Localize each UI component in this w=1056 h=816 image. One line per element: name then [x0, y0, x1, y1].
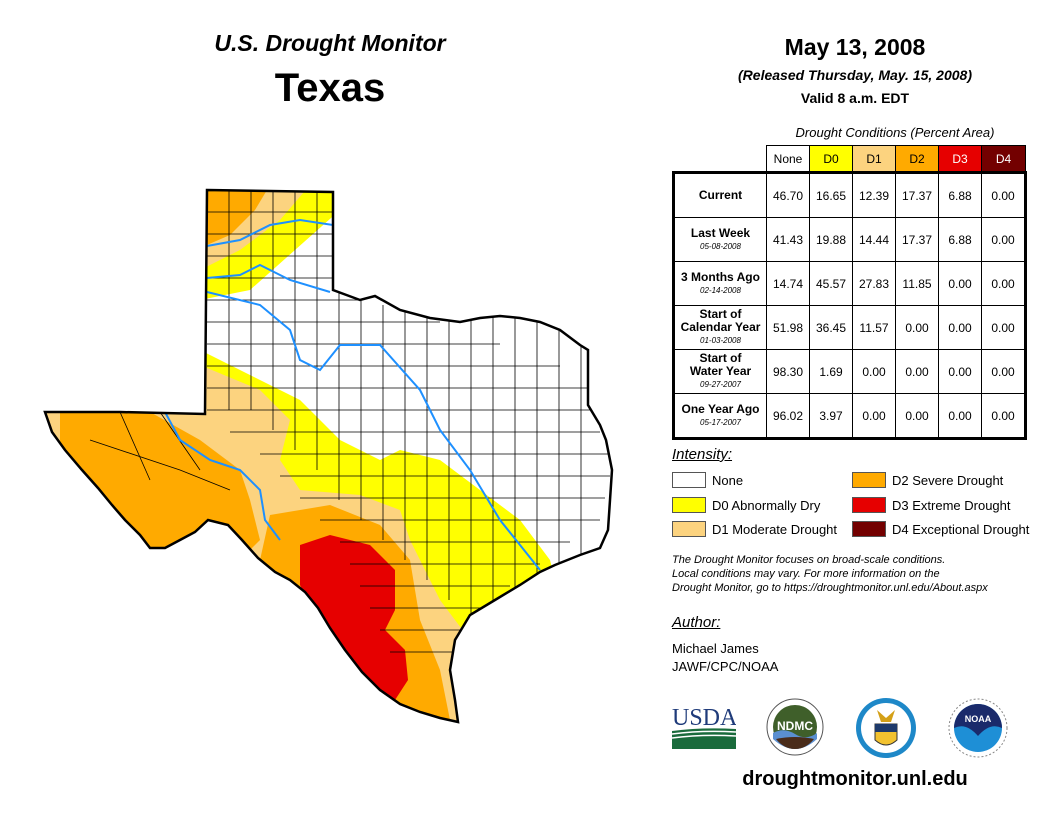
legend-item-none: None — [672, 472, 743, 488]
table-cell: 0.00 — [981, 349, 1027, 394]
legend-swatch — [672, 521, 706, 537]
legend-item-d1: D1 Moderate Drought — [672, 521, 837, 537]
row-label: 3 Months Ago 02-14-2008 — [672, 261, 767, 306]
rivers — [164, 218, 541, 571]
website-link[interactable]: droughtmonitor.unl.edu — [742, 768, 968, 790]
legend-item-d0: D0 Abnormally Dry — [672, 497, 820, 513]
legend-swatch — [672, 497, 706, 513]
table-cell: 11.57 — [852, 305, 896, 350]
table-cell: 98.30 — [766, 349, 810, 394]
table-cell: 41.43 — [766, 217, 810, 262]
legend-swatch — [852, 472, 886, 488]
table-cell: 51.98 — [766, 305, 810, 350]
author-title: Author: — [672, 614, 721, 631]
table-cell: 0.00 — [981, 217, 1027, 262]
svg-text:USDA: USDA — [672, 705, 736, 731]
row-label: Start of Calendar Year 01-03-2008 — [672, 305, 767, 350]
texas-drought-map — [43, 188, 614, 724]
col-d3: D3 — [938, 145, 982, 173]
drought-conditions-table: None D0 D1 D2 D3 D4 Current 46.70 16.65 12.… — [672, 145, 1027, 440]
county-lines — [89, 190, 610, 653]
disclaimer-note: The Drought Monitor focuses on broad-sca… — [672, 554, 988, 594]
table-row: One Year Ago 05-17-2007 96.02 3.97 0.00 0.00 0… — [672, 393, 1027, 440]
table-cell: 3.97 — [809, 393, 853, 440]
noaa-logo: NOAA — [948, 698, 1008, 758]
table-cell: 0.00 — [895, 305, 939, 350]
ndmc-logo: NDMC — [766, 698, 824, 756]
d2-area-panhandle — [200, 190, 270, 248]
row-label: One Year Ago 05-17-2007 — [672, 393, 767, 440]
table-cell: 14.44 — [852, 217, 896, 262]
table-cell: 12.39 — [852, 171, 896, 218]
table-cell: 0.00 — [981, 305, 1027, 350]
table-cell: 19.88 — [809, 217, 853, 262]
svg-text:NOAA: NOAA — [965, 714, 992, 724]
table-row: 3 Months Ago 02-14-2008 14.74 45.57 27.83 11.… — [672, 261, 1027, 306]
row-date: 05-17-2007 — [700, 417, 741, 427]
svg-text:NDMC: NDMC — [777, 719, 813, 733]
table-cell: 0.00 — [981, 171, 1027, 218]
table-cell: 0.00 — [938, 261, 982, 306]
table-row: Current 46.70 16.65 12.39 17.37 6.88 0.00 — [672, 171, 1027, 218]
legend-swatch — [852, 521, 886, 537]
table-cell: 11.85 — [895, 261, 939, 306]
col-d2: D2 — [895, 145, 939, 173]
table-cell: 0.00 — [981, 393, 1027, 440]
table-cell: 36.45 — [809, 305, 853, 350]
table-cell: 45.57 — [809, 261, 853, 306]
row-date: 09-27-2007 — [700, 380, 741, 389]
table-cell: 0.00 — [981, 261, 1027, 306]
valid-time: Valid 8 a.m. EDT — [800, 90, 910, 106]
table-cell: 46.70 — [766, 171, 810, 218]
table-cell: 27.83 — [852, 261, 896, 306]
row-label: Last Week 05-08-2008 — [672, 217, 767, 262]
release-date: (Released Thursday, May. 15, 2008) — [738, 67, 972, 83]
col-d4: D4 — [981, 145, 1026, 173]
author-info: Michael James JAWF/CPC/NOAA — [672, 640, 778, 676]
table-cell: 6.88 — [938, 217, 982, 262]
table-row: Last Week 05-08-2008 41.43 19.88 14.44 17.37 6… — [672, 217, 1027, 262]
table-cell: 17.37 — [895, 217, 939, 262]
row-date: 02-14-2008 — [700, 285, 741, 295]
d3-area — [300, 535, 408, 700]
region-title: Texas — [274, 66, 386, 110]
legend-swatch — [852, 497, 886, 513]
table-cell: 0.00 — [938, 305, 982, 350]
usda-logo: USDA — [672, 705, 736, 749]
table-cell: 6.88 — [938, 171, 982, 218]
row-date: 01-03-2008 — [700, 336, 741, 345]
author-org: JAWF/CPC/NOAA — [672, 659, 779, 674]
table-cell: 0.00 — [938, 393, 982, 440]
legend-swatch — [672, 472, 706, 488]
table-cell: 16.65 — [809, 171, 853, 218]
table-cell: 17.37 — [895, 171, 939, 218]
legend-item-d3: D3 Extreme Drought — [852, 497, 1011, 513]
table-cell: 0.00 — [895, 349, 939, 394]
table-row: Start of Water Year 09-27-2007 98.30 1.69 0.0… — [672, 349, 1027, 394]
author-name: Michael James — [672, 641, 759, 656]
col-d1: D1 — [852, 145, 896, 173]
legend-item-d4: D4 Exceptional Drought — [852, 521, 1029, 537]
map-date: May 13, 2008 — [784, 34, 926, 60]
row-date: 05-08-2008 — [700, 241, 741, 251]
legend-item-d2: D2 Severe Drought — [852, 472, 1003, 488]
legend-title: Intensity: — [672, 446, 733, 463]
table-row: Start of Calendar Year 01-03-2008 51.98 36.4… — [672, 305, 1027, 350]
row-label: Current — [672, 171, 767, 218]
col-none: None — [766, 145, 810, 173]
table-cell: 96.02 — [766, 393, 810, 440]
table-cell: 0.00 — [852, 393, 896, 440]
table-cell: 0.00 — [895, 393, 939, 440]
table-cell: 14.74 — [766, 261, 810, 306]
table-cell: 1.69 — [809, 349, 853, 394]
row-label: Start of Water Year 09-27-2007 — [672, 349, 767, 394]
table-cell: 0.00 — [852, 349, 896, 394]
table-caption: Drought Conditions (Percent Area) — [795, 125, 995, 140]
product-title: U.S. Drought Monitor — [214, 30, 446, 56]
table-cell: 0.00 — [938, 349, 982, 394]
commerce-seal-logo — [856, 698, 916, 758]
col-d0: D0 — [809, 145, 853, 173]
